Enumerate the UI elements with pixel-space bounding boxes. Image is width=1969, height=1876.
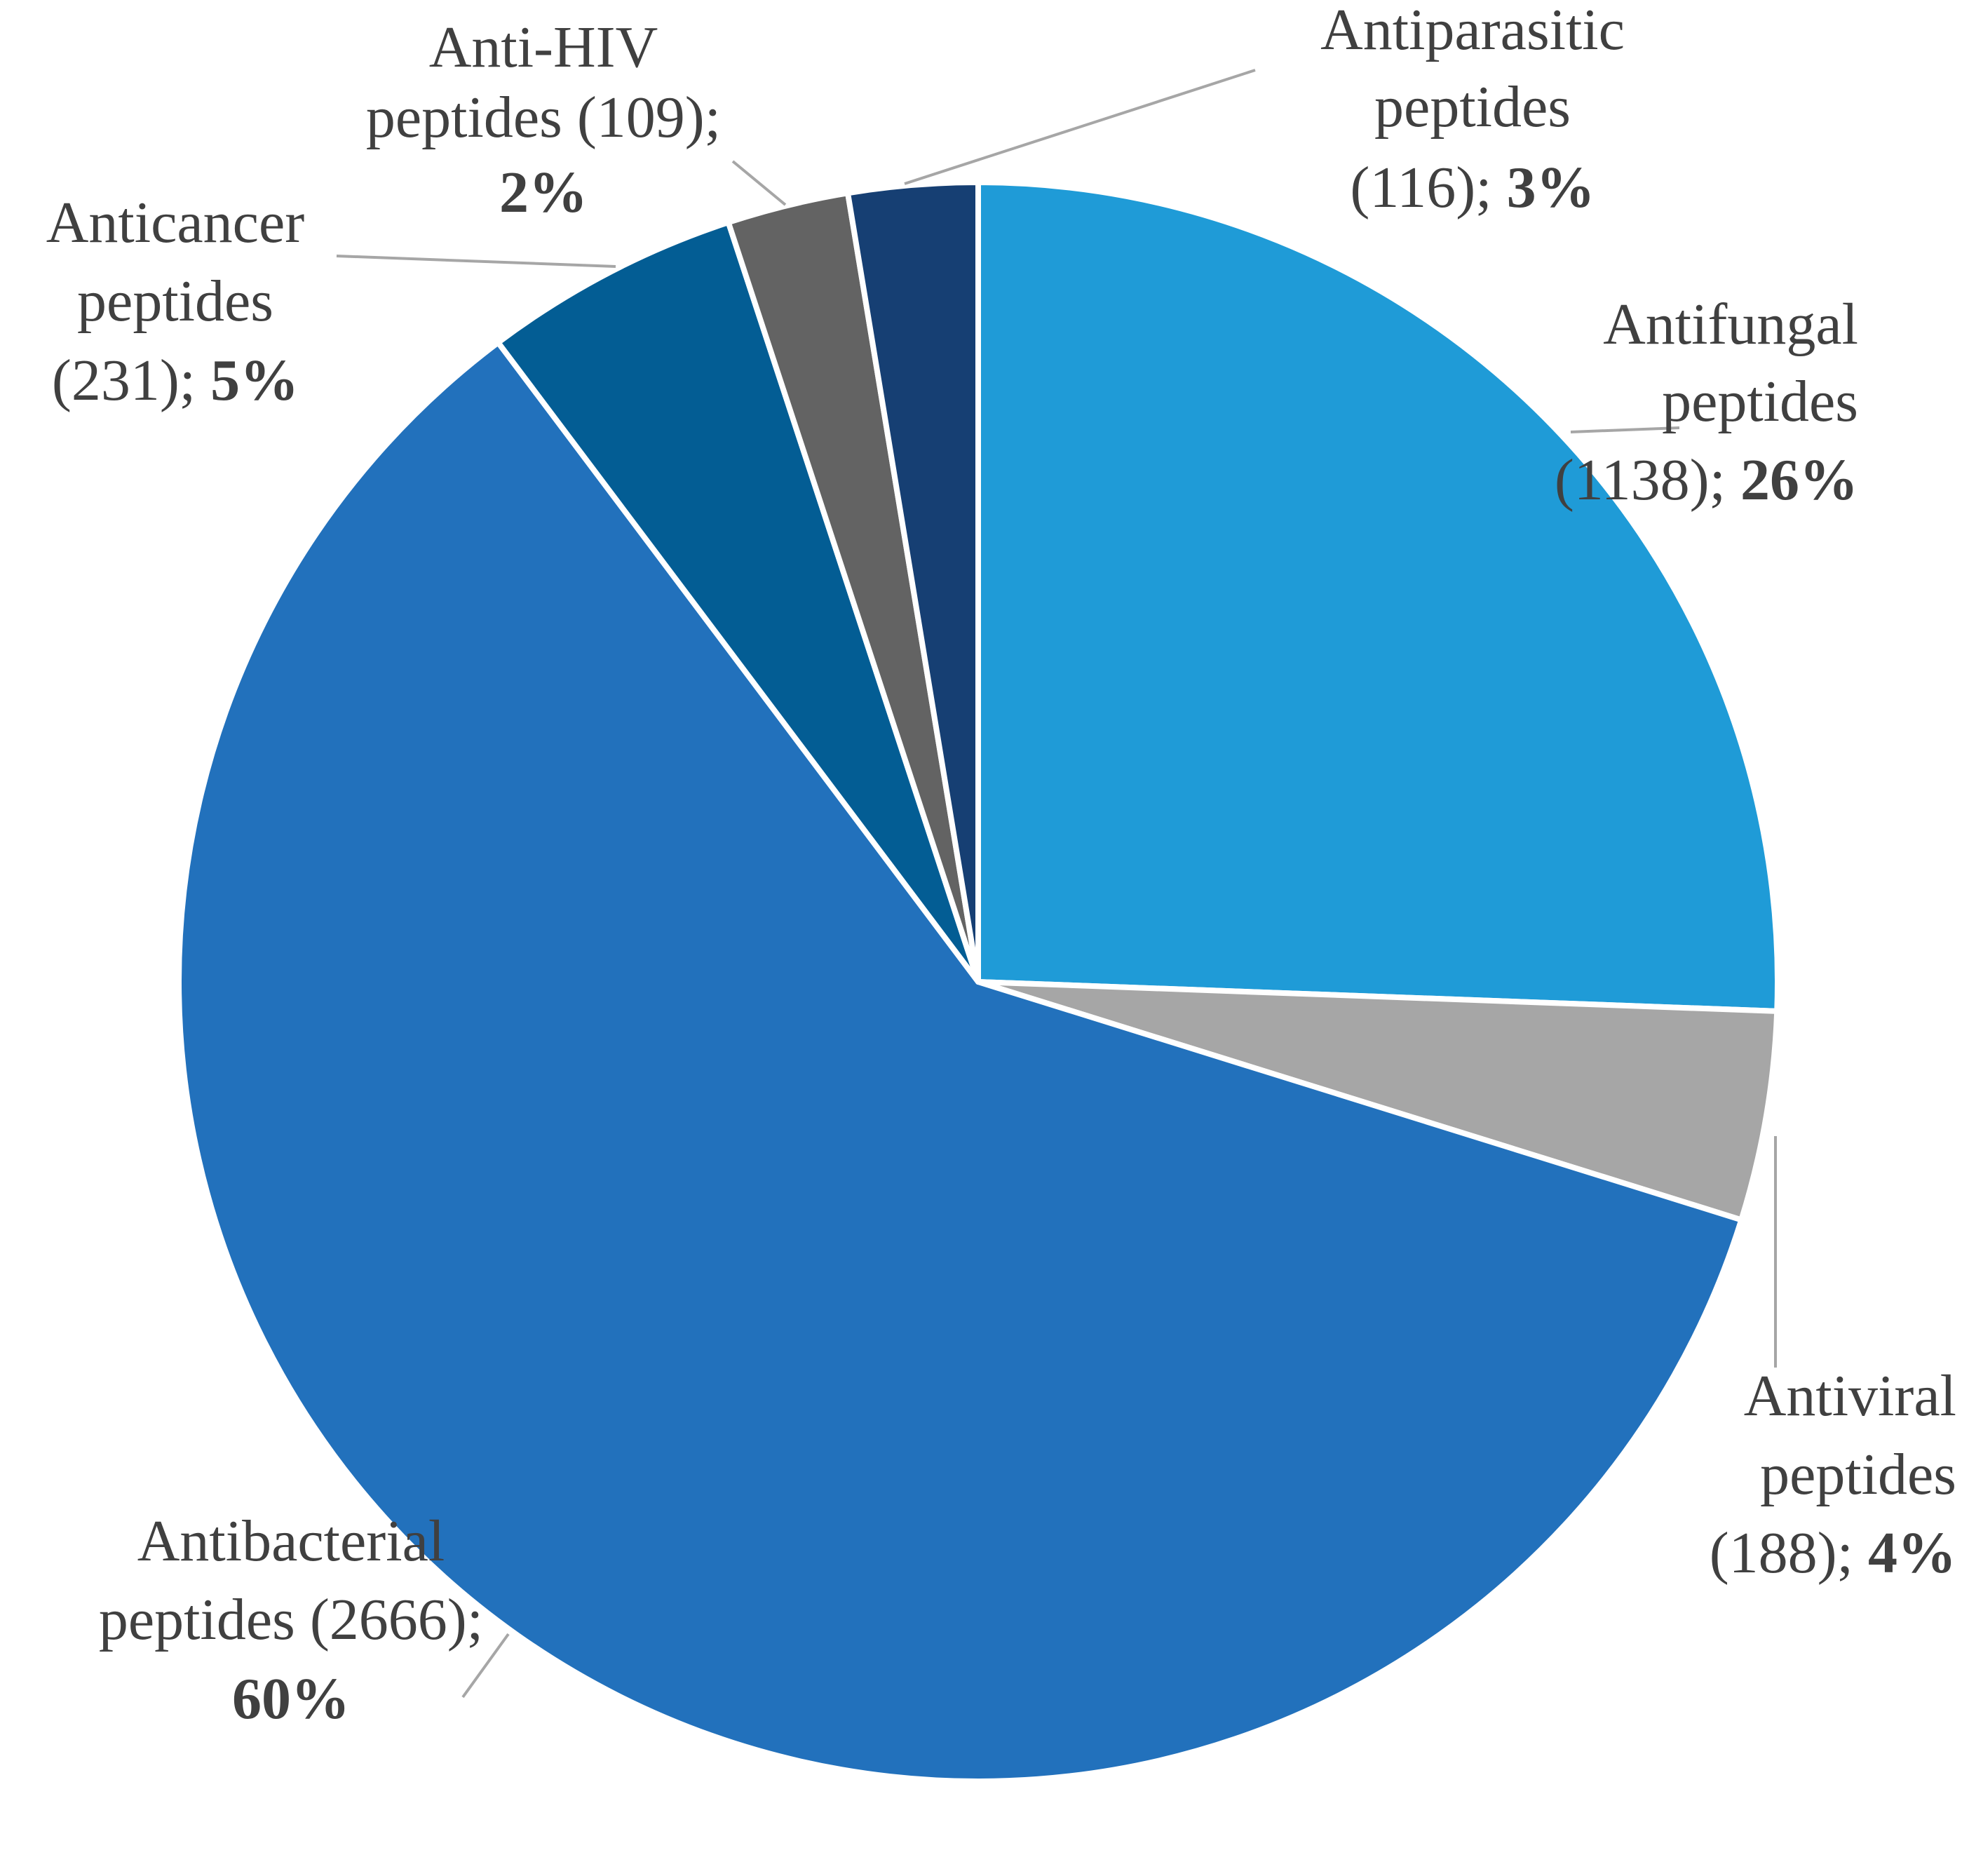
leader-line: [461, 1633, 510, 1699]
slice-label-value: (1138); 26%: [1555, 447, 1858, 513]
leader-line: [731, 160, 787, 206]
slice-count: (1138);: [1555, 447, 1740, 513]
slice-count: (231);: [52, 348, 210, 413]
slice-percent: 26%: [1740, 447, 1858, 513]
slice-label-line: Antiparasitic: [1320, 0, 1625, 62]
slice-label-line: peptides (109);: [366, 85, 721, 150]
leader-lines: [336, 69, 1777, 1699]
slice-label-value: 60%: [232, 1666, 350, 1732]
slice-label-value: (231); 5%: [52, 348, 299, 413]
slice-label-line: Anticancer: [46, 190, 304, 255]
slice-label-line: Antiviral: [1744, 1363, 1956, 1429]
slice-label-line: Antifungal: [1603, 292, 1858, 357]
pie-slice-antifungal-peptides: [975, 180, 1780, 1014]
slice-label-line: Anti-HIV: [429, 15, 658, 80]
slice-label-value: (116); 3%: [1350, 155, 1595, 220]
slice-label-value: (188); 4%: [1710, 1520, 1956, 1586]
slice-percent: 4%: [1868, 1520, 1956, 1586]
slice-label-value: 2%: [499, 160, 588, 225]
slice-percent: 60%: [232, 1666, 350, 1732]
slice-percent: 5%: [210, 348, 299, 413]
slice-labels: Antifungal peptides (1138); 26% Antiviral pe…: [46, 0, 1956, 1732]
leader-line: [336, 255, 616, 268]
leader-line: [1570, 426, 1680, 433]
slice-percent: 3%: [1507, 155, 1595, 220]
pie-slice-antibacterial-peptides: [176, 339, 1745, 1784]
slice-label-line: peptides: [1662, 369, 1858, 434]
pie-slice-anticancer-peptides: [495, 220, 981, 985]
pie-slice-antiparasitic-peptides: [845, 180, 981, 985]
slice-label-line: peptides: [1374, 74, 1571, 140]
slice-label-line: peptides (2666);: [99, 1587, 483, 1652]
pie-slices: [176, 180, 1780, 1784]
slice-label-line: peptides: [77, 269, 273, 334]
slice-count: (188);: [1710, 1520, 1868, 1586]
slice-count: (116);: [1350, 155, 1506, 220]
slice-label-line: Antibacterial: [137, 1509, 445, 1574]
leader-line: [904, 69, 1256, 185]
slice-percent: 2%: [499, 160, 588, 225]
slice-label-line: peptides: [1760, 1442, 1956, 1507]
